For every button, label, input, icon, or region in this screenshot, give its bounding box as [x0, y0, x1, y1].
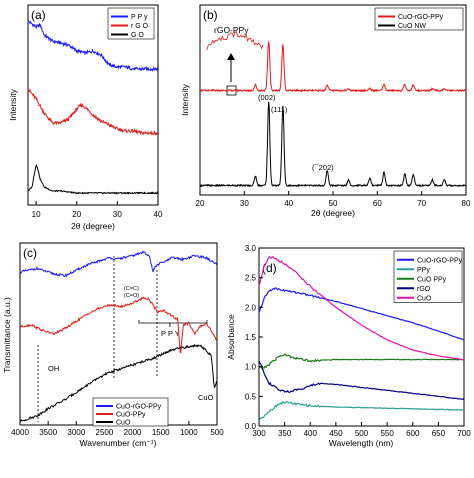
peak-label-111: (111) — [271, 105, 288, 114]
panel-b-legend-label-0: CuO-rGO-PPy — [398, 14, 444, 21]
panel-d-ytick-label-5: 2.5 — [245, 274, 257, 283]
panel-d-xtick-label-6: 600 — [406, 429, 420, 438]
panel-d-xtick-label-4: 500 — [355, 429, 369, 438]
panel-b-xtick-label-1: 30 — [240, 199, 249, 208]
annotation-cuo: CuO — [198, 393, 214, 402]
panel-a-legend-label-0: P P y — [131, 14, 148, 21]
panel-a-series-1 — [27, 88, 159, 136]
panel-d-xtick-label-3: 450 — [329, 429, 343, 438]
panel-c-xtick-label-2: 3000 — [67, 428, 85, 437]
panel-b-xtick-label-2: 40 — [284, 199, 293, 208]
panel-b-label: (b) — [203, 8, 218, 22]
panel-c-legend-box — [92, 397, 169, 427]
annotation-co: (C=O) — [124, 293, 139, 299]
panel-a-label: (a) — [31, 8, 46, 22]
panel-d-legend-label-1: PPy — [417, 267, 430, 274]
panel-c-xlabel: Wavenumber (cm⁻¹) — [80, 438, 157, 448]
panel-b-xtick-label-0: 20 — [196, 199, 205, 208]
panel-c-xtick-label-7: 500 — [210, 428, 224, 437]
panel-b-inset-label: rGO-PPy — [214, 25, 249, 35]
panel-c-legend-label-0: CuO-rGO-PPy — [116, 404, 162, 411]
panel-d-series-2 — [258, 353, 465, 369]
panel-b-xlabel: 2θ (degree) — [311, 208, 355, 218]
panel-c-label: (c) — [23, 246, 37, 260]
panel-c-xtick-label-1: 3500 — [39, 428, 57, 437]
panel-d-series-1 — [258, 400, 465, 421]
panel-d-xtick-label-0: 300 — [252, 429, 266, 438]
panel-a-series-0 — [27, 19, 159, 72]
panel-b-xtick-label-4: 60 — [373, 199, 382, 208]
panel-d-chart: (d) Absorbance Wavelength (nm) 300 350 400… — [226, 244, 471, 448]
panel-d-xtick-label-2: 400 — [304, 429, 318, 438]
panel-a-legend-label-2: G O — [131, 32, 144, 39]
panel-d-ylabel: Absorbance — [226, 314, 236, 360]
panel-a-xtick-label-0: 10 — [32, 210, 41, 219]
panel-b-ylabel: Intensity — [180, 83, 190, 115]
panel-d-legend-label-0: CuO-rGO-PPy — [417, 257, 463, 264]
panel-c-legend-label-2: CuO — [116, 420, 131, 427]
annotation-oh: OH — [48, 364, 59, 373]
panel-d-ytick-label-2: 1.0 — [245, 363, 257, 372]
panel-c-chart: (c) Transmittance (a.u.) Wavenumber (cm⁻… — [2, 242, 224, 448]
panel-a-ylabel: Intensity — [8, 88, 18, 120]
panel-b-xtick-label-3: 50 — [329, 199, 338, 208]
panel-d-legend-label-3: rGO — [417, 286, 431, 293]
annotation-cc: (C=C) — [124, 286, 139, 292]
panel-b-legend-label-1: CuO NW — [398, 23, 426, 30]
panel-d-series-4 — [258, 255, 465, 361]
panel-b-inset-trace — [206, 31, 264, 51]
panel-a-xtick-label-3: 40 — [154, 210, 163, 219]
panel-a-frame — [27, 4, 159, 206]
panel-d-xtick-label-1: 350 — [278, 429, 292, 438]
panel-b-series-0 — [199, 41, 467, 93]
annotation-ppy: P P Y — [161, 329, 180, 338]
panel-d-ytick-label-3: 1.5 — [245, 333, 257, 342]
panel-d-xtick-label-7: 650 — [432, 429, 446, 438]
panel-c-xtick-label-4: 2000 — [124, 428, 142, 437]
panel-d-series-0 — [258, 287, 465, 341]
panel-a-chart: (a) Intensity 2θ (degree) 10 20 30 40 P P y r… — [8, 4, 163, 231]
panel-d-xtick-label-8: 700 — [457, 429, 471, 438]
panel-d-xlabel: Wavelength (nm) — [329, 438, 394, 448]
panel-c-ylabel: Transmittance (a.u.) — [2, 297, 12, 373]
panel-d-legend-label-2: CuO PPy — [417, 276, 447, 283]
panel-b-chart: (b) Intensity 2θ (degree) rGO-PPy (002) … — [180, 4, 471, 218]
panel-c-xtick-label-0: 4000 — [11, 428, 29, 437]
panel-b-legend-box — [374, 7, 464, 31]
panel-a-xtick-label-2: 30 — [113, 210, 122, 219]
panel-d-ytick-label-4: 2.0 — [245, 303, 257, 312]
panel-c-series-0 — [19, 250, 217, 278]
annotation-ppy-bracket — [138, 320, 208, 327]
panel-b-inset-arrowhead — [227, 53, 235, 60]
panel-d-ytick-label-6: 3.0 — [245, 244, 257, 253]
panel-d-ytick-label-1: 0.5 — [245, 392, 257, 401]
panel-b-xtick-label-5: 70 — [417, 199, 426, 208]
peak-label-002: (002) — [258, 93, 276, 102]
panel-a-xlabel: 2θ (degree) — [71, 221, 115, 231]
panel-d-series-3 — [258, 360, 465, 400]
peak-label-202: (¯202) — [312, 163, 334, 172]
panel-c-xtick-label-6: 1000 — [180, 428, 198, 437]
panel-d-legend-label-4: CuO — [417, 295, 432, 302]
panel-a-series-2 — [27, 163, 159, 195]
panel-d-ytick-label-0: 0.0 — [245, 422, 257, 431]
panel-c-series-1 — [19, 296, 217, 354]
panel-b-xtick-label-6: 80 — [462, 199, 471, 208]
panel-c-xtick-label-5: 1500 — [152, 428, 170, 437]
panel-c-xtick-label-3: 2500 — [96, 428, 114, 437]
panel-a-xtick-label-1: 20 — [72, 210, 81, 219]
panel-d-xtick-label-5: 550 — [380, 429, 394, 438]
panel-c-series-2 — [19, 343, 217, 423]
panel-c-legend-label-1: CuO-PPy — [116, 412, 146, 419]
panel-a-legend-label-1: r G O — [131, 23, 149, 30]
panel-b-series-1 — [199, 101, 467, 188]
